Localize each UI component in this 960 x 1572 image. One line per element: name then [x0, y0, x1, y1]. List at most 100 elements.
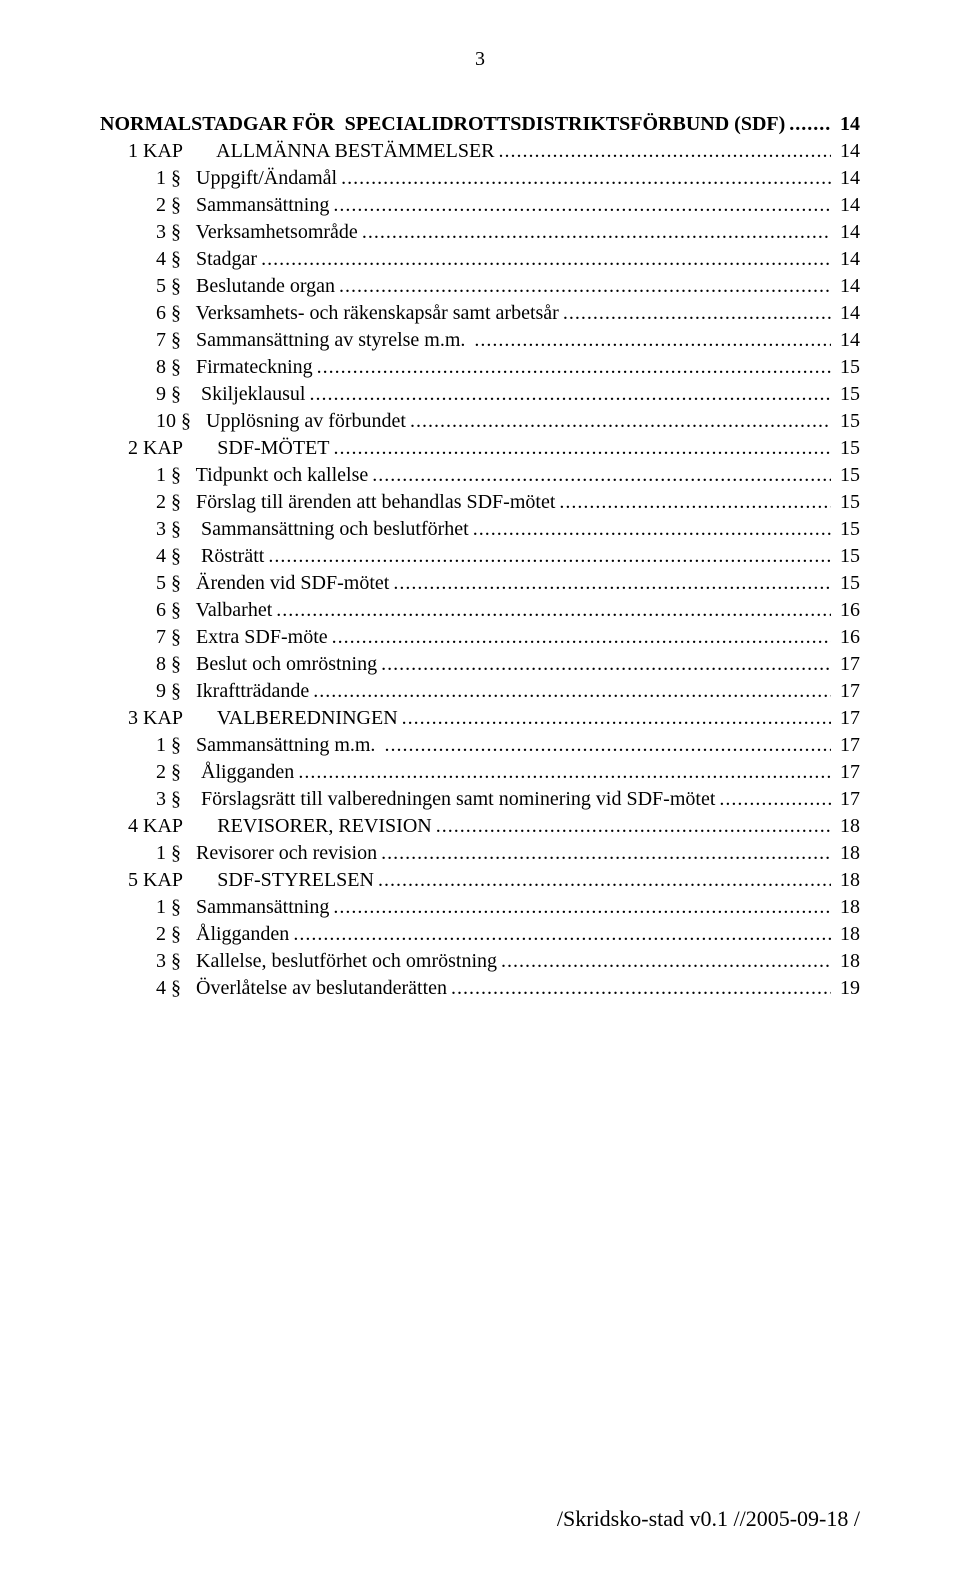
toc-entry-label: 7 § Extra SDF-möte: [156, 624, 328, 651]
toc-entry: 3 § Förslagsrätt till valberedningen sam…: [100, 786, 860, 813]
toc-entry-label: 5 § Ärenden vid SDF-mötet: [156, 570, 389, 597]
toc-entry-label: 9 § Skiljeklausul: [156, 381, 305, 408]
toc-entry: 7 § Extra SDF-möte 16: [100, 624, 860, 651]
toc-leader-dots: [332, 624, 831, 651]
toc-entry-page: 15: [835, 462, 860, 489]
toc-leader-dots: [499, 138, 831, 165]
page-number: 3: [100, 48, 860, 71]
toc-entry-page: 17: [835, 651, 860, 678]
toc-leader-dots: [261, 246, 831, 273]
toc-leader-dots: [402, 705, 831, 732]
toc-entry-label: 9 § Ikraftträdande: [156, 678, 309, 705]
toc-entry-label: 2 § Sammansättning: [156, 192, 329, 219]
toc-entry-label: 3 § Sammansättning och beslutförhet: [156, 516, 469, 543]
toc-leader-dots: [410, 408, 831, 435]
toc-entry-page: 14: [835, 246, 860, 273]
toc-entry-label: 1 § Revisorer och revision: [156, 840, 377, 867]
toc-leader-dots: [393, 570, 831, 597]
toc-entry-label: 3 § Kallelse, beslutförhet och omröstnin…: [156, 948, 497, 975]
toc-entry-page: 14: [835, 111, 860, 138]
toc-entry-page: 14: [835, 327, 860, 354]
toc-entry-page: 17: [835, 759, 860, 786]
toc-leader-dots: [362, 219, 831, 246]
toc-entry: 4 KAP REVISORER, REVISION 18: [100, 813, 860, 840]
toc-entry-page: 15: [835, 381, 860, 408]
toc-entry: 6 § Valbarhet 16: [100, 597, 860, 624]
toc-leader-dots: [451, 975, 831, 1002]
toc-entry-label: 8 § Beslut och omröstning: [156, 651, 377, 678]
toc-entry-label: 4 § Stadgar: [156, 246, 257, 273]
toc-leader-dots: [276, 597, 831, 624]
toc-entry-page: 18: [835, 867, 860, 894]
toc-entry: 2 KAP SDF-MÖTET 15: [100, 435, 860, 462]
toc-entry: 3 § Kallelse, beslutförhet och omröstnin…: [100, 948, 860, 975]
toc-entry-label: 4 § Överlåtelse av beslutanderätten: [156, 975, 447, 1002]
toc-entry-page: 15: [835, 408, 860, 435]
toc-leader-dots: [381, 651, 831, 678]
toc-entry: 5 § Beslutande organ 14: [100, 273, 860, 300]
toc-entry-page: 16: [835, 597, 860, 624]
toc-entry: 5 KAP SDF-STYRELSEN 18: [100, 867, 860, 894]
toc-entry: 3 § Sammansättning och beslutförhet 15: [100, 516, 860, 543]
toc-entry: 10 § Upplösning av förbundet 15: [100, 408, 860, 435]
toc-entry-page: 18: [835, 840, 860, 867]
toc-entry-label: 7 § Sammansättning av styrelse m.m.: [156, 327, 470, 354]
toc-entry-label: 8 § Firmateckning: [156, 354, 313, 381]
toc-entry-label: 1 § Sammansättning: [156, 894, 329, 921]
toc-leader-dots: [313, 678, 831, 705]
toc-entry-label: 6 § Verksamhets- och räkenskapsår samt a…: [156, 300, 559, 327]
toc-entry-label: 3 KAP VALBEREDNINGEN: [128, 705, 398, 732]
toc-entry-page: 15: [835, 516, 860, 543]
toc-leader-dots: [372, 462, 831, 489]
toc-entry: 8 § Beslut och omröstning 17: [100, 651, 860, 678]
toc-leader-dots: [268, 543, 831, 570]
toc-entry: 2 § Åligganden 17: [100, 759, 860, 786]
toc-entry: 3 KAP VALBEREDNINGEN 17: [100, 705, 860, 732]
toc-entry-label: 3 § Verksamhetsområde: [156, 219, 358, 246]
toc-entry-page: 17: [835, 678, 860, 705]
toc-leader-dots: [339, 273, 831, 300]
toc-entry-label: 5 § Beslutande organ: [156, 273, 335, 300]
toc-leader-dots: [333, 894, 831, 921]
toc-leader-dots: [474, 327, 831, 354]
toc-leader-dots: [317, 354, 831, 381]
footer-text: /Skridsko-stad v0.1 //2005-09-18 /: [557, 1506, 860, 1532]
toc-entry: 1 § Sammansättning 18: [100, 894, 860, 921]
toc-entry-label: 2 § Åligganden: [156, 921, 289, 948]
document-page: 3 NORMALSTADGAR FÖR SPECIALIDROTTSDISTRI…: [0, 0, 960, 1572]
toc-leader-dots: [381, 840, 831, 867]
toc-leader-dots: [559, 489, 831, 516]
toc-entry-page: 14: [835, 138, 860, 165]
toc-entry-page: 18: [835, 894, 860, 921]
toc-leader-dots: [789, 111, 831, 138]
toc-entry: 7 § Sammansättning av styrelse m.m. 14: [100, 327, 860, 354]
toc-entry-page: 17: [835, 786, 860, 813]
toc-entry: 2 § Sammansättning 14: [100, 192, 860, 219]
toc-entry-page: 17: [835, 732, 860, 759]
toc-leader-dots: [473, 516, 831, 543]
toc-entry: 3 § Verksamhetsområde 14: [100, 219, 860, 246]
toc-entry-label: 5 KAP SDF-STYRELSEN: [128, 867, 374, 894]
toc-entry-page: 15: [835, 570, 860, 597]
toc-entry: 4 § Stadgar 14: [100, 246, 860, 273]
toc-entry-page: 14: [835, 273, 860, 300]
toc-entry-page: 15: [835, 489, 860, 516]
toc-entry-label: 10 § Upplösning av förbundet: [156, 408, 406, 435]
toc-entry: 1 KAP ALLMÄNNA BESTÄMMELSER 14: [100, 138, 860, 165]
toc-entry: 1 § Uppgift/Ändamål 14: [100, 165, 860, 192]
toc-entry: 6 § Verksamhets- och räkenskapsår samt a…: [100, 300, 860, 327]
toc-entry: 2 § Förslag till ärenden att behandlas S…: [100, 489, 860, 516]
toc-entry-page: 14: [835, 300, 860, 327]
toc-entry: 1 § Sammansättning m.m. 17: [100, 732, 860, 759]
toc-entry-label: 1 KAP ALLMÄNNA BESTÄMMELSER: [128, 138, 495, 165]
toc-entry-page: 17: [835, 705, 860, 732]
toc-entry-page: 16: [835, 624, 860, 651]
toc-entry-label: 2 KAP SDF-MÖTET: [128, 435, 330, 462]
toc-entry: 8 § Firmateckning 15: [100, 354, 860, 381]
toc-entry-label: 1 § Uppgift/Ändamål: [156, 165, 337, 192]
toc-leader-dots: [384, 732, 831, 759]
toc-leader-dots: [719, 786, 831, 813]
toc-entry: 9 § Ikraftträdande 17: [100, 678, 860, 705]
toc-entry-label: NORMALSTADGAR FÖR SPECIALIDROTTSDISTRIKT…: [100, 111, 785, 138]
toc-entry: 1 § Revisorer och revision 18: [100, 840, 860, 867]
